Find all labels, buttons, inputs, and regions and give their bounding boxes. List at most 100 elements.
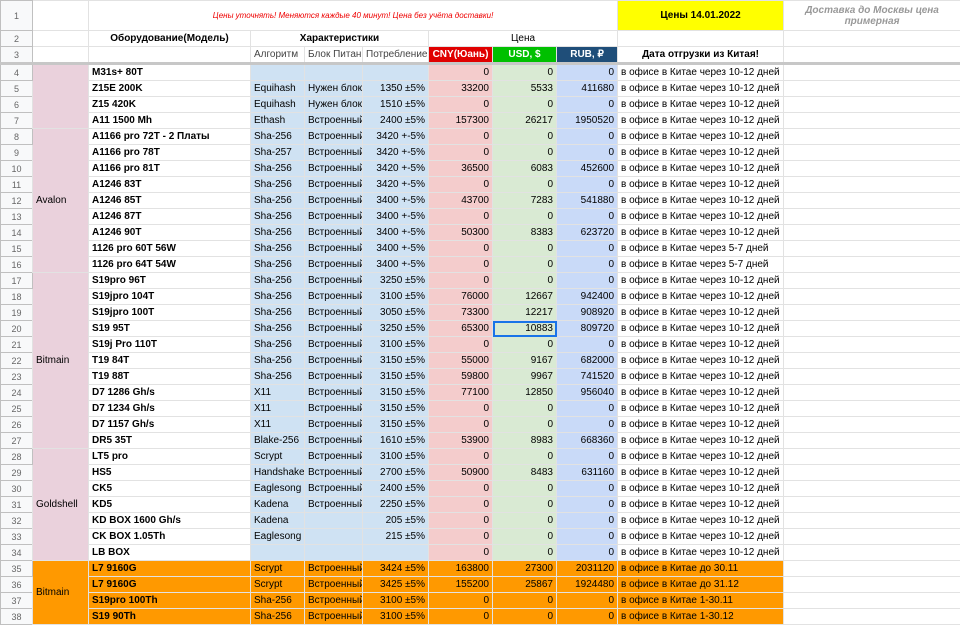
cell: [783, 384, 960, 401]
rub: 411680: [555, 80, 619, 97]
model: LB BOX: [88, 544, 251, 561]
usd: 0: [492, 176, 557, 193]
row-number: 14: [0, 224, 33, 241]
row-number: 37: [0, 592, 33, 609]
shipping: в офисе в Китае 1-30.12: [617, 608, 785, 625]
row-number: 27: [0, 432, 33, 449]
rub: 0: [555, 528, 619, 545]
power: 215 ±5%: [362, 528, 429, 545]
rub: 0: [555, 176, 619, 193]
row-number: 25: [0, 400, 33, 417]
psu: Встроенный: [304, 272, 363, 289]
row-number: 17: [0, 272, 33, 289]
row-number: 31: [0, 496, 33, 513]
rub: 0: [555, 96, 619, 113]
usd: 0: [492, 96, 557, 113]
usd: 10883: [492, 320, 557, 337]
algorithm: Sha-256: [250, 368, 305, 385]
shipping: в офисе в Китае через 10-12 дней: [617, 336, 785, 353]
shipping: в офисе в Китае через 10-12 дней: [617, 160, 785, 177]
shipping: в офисе в Китае через 10-12 дней: [617, 304, 785, 321]
model: HS5: [88, 464, 251, 481]
cell: [783, 208, 960, 225]
cell: [783, 464, 960, 481]
psu: Встроенный: [304, 592, 363, 609]
cell: [783, 592, 960, 609]
algorithm: Sha-256: [250, 272, 305, 289]
row-number: 26: [0, 416, 33, 433]
model: A1246 90T: [88, 224, 251, 241]
row: 24 D7 1286 Gh/s X11 Встроенный 3150 ±5% 77100…: [0, 384, 960, 401]
usd: 0: [492, 448, 557, 465]
row: 12 A1246 85T Sha-256 Встроенный 3400 +-5% 437…: [0, 192, 960, 209]
usd: 7283: [492, 192, 557, 209]
cny: 0: [428, 480, 493, 497]
cell: [783, 416, 960, 433]
rub: 0: [555, 240, 619, 257]
row: 15 1126 pro 60T 56W Sha-256 Встроенный 3400 …: [0, 240, 960, 257]
power: 3100 ±5%: [362, 592, 429, 609]
rub: 1924480: [555, 576, 619, 593]
row: 37 S19pro 100Th Sha-256 Встроенный 3100 ±5% 0…: [0, 592, 960, 609]
cell: [783, 576, 960, 593]
algorithm: Sha-256: [250, 320, 305, 337]
row: 7 A11 1500 Mh Ethash Встроенный 2400 ±5% 1573…: [0, 112, 960, 129]
psu: Встроенный: [304, 224, 363, 241]
power: [362, 62, 429, 81]
cell: [783, 240, 960, 257]
power: 3150 ±5%: [362, 400, 429, 417]
row-number: 6: [0, 96, 33, 113]
algorithm: Equihash: [250, 96, 305, 113]
cny: 0: [428, 336, 493, 353]
shipping: в офисе в Китае до 31.12: [617, 576, 785, 593]
usd: 0: [492, 240, 557, 257]
usd: 12850: [492, 384, 557, 401]
price-header: Цена: [427, 30, 619, 47]
algorithm: Equihash: [250, 80, 305, 97]
row-number: 13: [0, 208, 33, 225]
cny: 50900: [428, 464, 493, 481]
power: 3100 ±5%: [362, 608, 429, 625]
rub: 0: [555, 496, 619, 513]
row: 13 A1246 87T Sha-256 Встроенный 3400 +-5% 0 0 0…: [0, 208, 960, 225]
usd: 0: [492, 128, 557, 145]
shipping: в офисе в Китае через 10-12 дней: [617, 112, 785, 129]
shipping: в офисе в Китае через 5-7 дней: [617, 256, 785, 273]
algorithm: Handshake: [250, 464, 305, 481]
rub: 623720: [555, 224, 619, 241]
usd: 0: [492, 144, 557, 161]
cny: 0: [428, 544, 493, 561]
cell: [783, 288, 960, 305]
row: 33 CK BOX 1.05Th Eaglesong 215 ±5% 0 0 0 в офис…: [0, 528, 960, 545]
shipping: в офисе в Китае через 10-12 дней: [617, 320, 785, 337]
note: Цены уточнять! Меняются каждые 40 минут!…: [87, 0, 619, 31]
algorithm: [250, 544, 305, 561]
usd: 12667: [492, 288, 557, 305]
rub: 809720: [555, 320, 619, 337]
shipping: в офисе в Китае через 10-12 дней: [617, 480, 785, 497]
cny: 73300: [428, 304, 493, 321]
group: [32, 62, 89, 129]
cell: [783, 80, 960, 97]
row: 8 Avalon A1166 pro 72T - 2 Платы Sha-256 Вст…: [0, 128, 960, 273]
usd: 0: [492, 512, 557, 529]
cell: [88, 46, 251, 64]
shipping: в офисе в Китае через 10-12 дней: [617, 448, 785, 465]
usd: 6083: [492, 160, 557, 177]
power: 3400 +-5%: [362, 224, 429, 241]
row: 38 S19 90Th Sha-256 Встроенный 3100 ±5% 0 0 0 в …: [0, 608, 960, 625]
psu: Встроенный: [304, 208, 363, 225]
algorithm: Sha-257: [250, 144, 305, 161]
model: S19jpro 104T: [88, 288, 251, 305]
model: A1166 pro 78T: [88, 144, 251, 161]
cny: 0: [428, 176, 493, 193]
psu: Встроенный: [304, 560, 363, 577]
shipping: в офисе в Китае через 10-12 дней: [617, 416, 785, 433]
cny: 55000: [428, 352, 493, 369]
rub: 0: [555, 512, 619, 529]
row: 11 A1246 83T Sha-256 Встроенный 3420 +-5% 0 0 0…: [0, 176, 960, 193]
rub: 956040: [555, 384, 619, 401]
shipping: в офисе в Китае через 10-12 дней: [617, 96, 785, 113]
cell: [783, 46, 960, 64]
rub: 741520: [555, 368, 619, 385]
